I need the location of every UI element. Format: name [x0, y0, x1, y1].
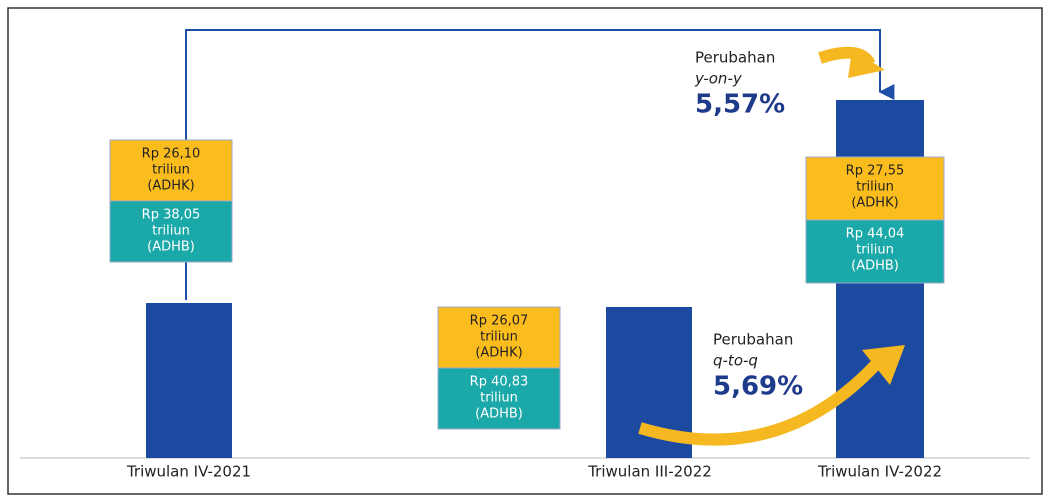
adhk-box [109, 139, 233, 202]
connector [185, 29, 895, 300]
adhb-text: triliun [152, 224, 190, 239]
adhk-box [805, 156, 945, 221]
adhb-text: triliun [480, 391, 518, 406]
adhk-text: Rp 26,10 [142, 147, 201, 162]
adhb-text: Rp 44,04 [846, 227, 905, 242]
adhb-box [805, 219, 945, 284]
arrow [638, 355, 885, 446]
bar [146, 303, 232, 458]
adhk-text: triliun [856, 180, 894, 195]
adhk-text: Rp 27,55 [846, 164, 905, 179]
adhb-box [109, 200, 233, 263]
adhb-text: Rp 40,83 [470, 375, 529, 390]
change-kind: q-to-q [713, 352, 758, 370]
adhb-text: triliun [856, 243, 894, 258]
adhb-text: (ADHB) [851, 259, 899, 274]
frame [7, 7, 1043, 495]
adhk-text: Rp 26,07 [470, 314, 529, 329]
change-kind: y-on-y [694, 70, 743, 88]
adhk-text: triliun [480, 330, 518, 345]
adhb-text: (ADHB) [147, 240, 195, 255]
adhk-box [437, 306, 561, 369]
arrow-head [848, 50, 885, 78]
adhb-text: (ADHB) [475, 407, 523, 422]
change-title: Perubahan [695, 49, 775, 67]
adhk-text: (ADHK) [851, 196, 898, 211]
period-label: Triwulan IV-2022 [817, 463, 942, 481]
period-label: Triwulan IV-2021 [126, 463, 251, 481]
adhk-text: (ADHK) [475, 346, 522, 361]
change-value: 5,57% [695, 90, 785, 120]
adhk-text: triliun [152, 163, 190, 178]
adhb-text: Rp 38,05 [142, 208, 201, 223]
change-title: Perubahan [713, 331, 793, 349]
adhb-box [437, 367, 561, 430]
arrow-head [862, 345, 905, 385]
change-value: 5,69% [713, 372, 803, 402]
period-label: Triwulan III-2022 [587, 463, 712, 481]
adhk-text: (ADHK) [147, 179, 194, 194]
